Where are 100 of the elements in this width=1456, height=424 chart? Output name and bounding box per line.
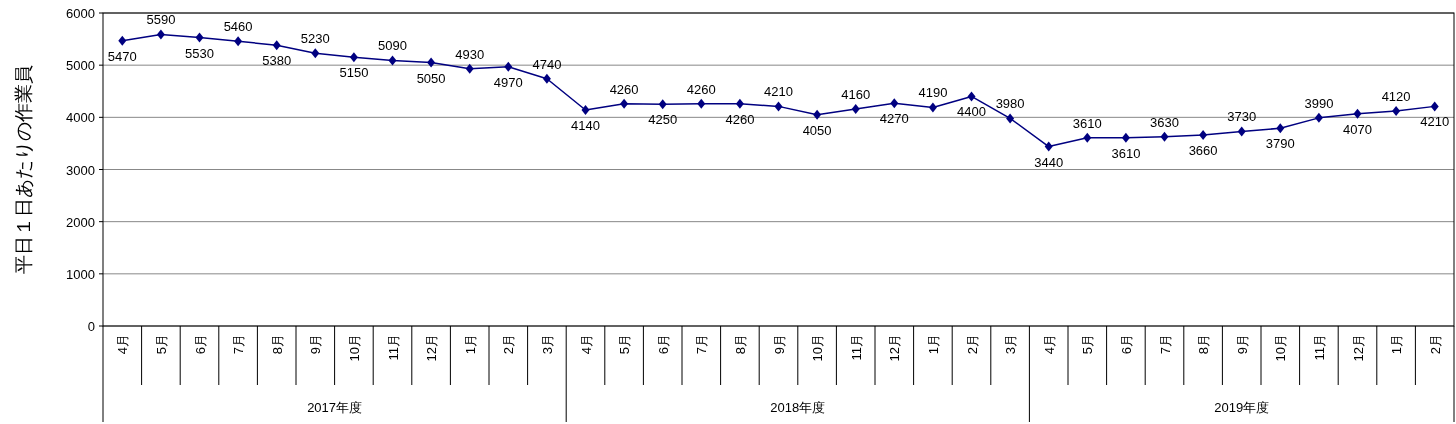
x-tick-label: 9月 [1234,334,1250,355]
y-tick-label: 5000 [66,58,95,74]
data-label: 4050 [802,122,832,138]
point [118,35,127,46]
x-tick-label: 4月 [115,334,131,355]
data-label: 5590 [146,12,176,28]
x-tick-label: 8月 [269,334,285,355]
y-tick-label: 4000 [66,110,95,126]
data-label: 5530 [185,45,214,61]
x-tick-label: 4月 [1041,334,1057,355]
x-tick-label: 10月 [346,334,362,362]
data-label: 3790 [1265,136,1295,152]
point [1199,130,1208,141]
data-label: 4210 [1420,114,1450,130]
y-tick-label: 3000 [66,162,95,178]
point [272,40,281,51]
x-tick-label: 7月 [1157,334,1173,355]
y-tick-label: 1000 [66,266,95,282]
x-tick-label: 5月 [153,334,169,355]
x-tick-label: 6月 [655,334,671,355]
x-tick-label: 4月 [578,334,594,355]
x-tick-label: 10月 [810,334,826,362]
x-tick-label: 9月 [771,334,787,355]
x-tick-label: 7月 [694,334,710,355]
point [465,63,474,74]
point [388,55,397,66]
x-tick-label: 1月 [925,334,941,355]
y-tick-label: 6000 [66,6,95,21]
y-axis-title: 平日１日あたりの作業員 [13,65,34,274]
data-label: 4260 [609,81,639,97]
x-tick-label: 1月 [1389,334,1405,355]
data-label: 5380 [262,53,292,69]
point [504,61,513,72]
x-tick-label: 11月 [385,334,401,361]
point [774,101,783,112]
data-label: 4970 [493,74,523,90]
x-tick-label: 6月 [1118,334,1134,355]
point [542,73,551,84]
data-label: 4260 [686,81,716,97]
data-label: 4190 [918,85,948,101]
point [890,98,899,109]
x-tick-label: 12月 [424,334,440,362]
x-tick-label: 9月 [308,334,324,355]
data-label: 4270 [879,111,909,127]
data-label: 4250 [648,112,678,128]
point [581,105,590,116]
point [697,98,706,109]
point [658,99,667,110]
x-tick-label: 5月 [617,334,633,355]
data-label: 3980 [995,96,1025,112]
data-label: 4260 [725,111,755,127]
text: 2018年度 [770,400,826,415]
data-label: 5050 [416,70,446,86]
point [735,98,744,109]
data-label: 5230 [300,31,330,47]
point [427,57,436,68]
x-tick-label: 1月 [462,334,478,355]
point [851,103,860,114]
data-label: 4070 [1343,121,1372,137]
data-label: 3730 [1227,109,1257,125]
x-tick-label: 10月 [1273,334,1289,362]
x-tick-label: 12月 [1350,334,1366,362]
point [1353,108,1362,119]
x-tick-label: 8月 [1196,334,1212,355]
data-label: 3990 [1304,95,1334,111]
x-tick-label: 2月 [964,334,980,355]
point [311,48,320,59]
data-label: 5150 [339,65,369,81]
y-tick-label: 0 [87,319,95,334]
point [156,29,165,40]
data-label: 3440 [1034,154,1064,170]
x-tick-label: 7月 [231,334,247,355]
x-tick-label: 3月 [1003,334,1019,355]
data-label: 3610 [1072,115,1102,131]
data-label: 5460 [223,19,253,35]
point [349,52,358,63]
x-tick-label: 8月 [732,334,748,355]
x-tick-label: 2月 [501,334,517,355]
point [967,91,976,102]
x-tick-label: 11月 [848,334,864,361]
data-label: 4160 [841,86,871,102]
point [813,109,822,120]
data-label: 3610 [1111,145,1141,161]
point [1006,113,1015,124]
x-tick-label: 5月 [1080,334,1096,355]
x-tick-label: 11月 [1311,334,1327,361]
data-label: 4210 [764,84,793,100]
point [1276,123,1285,134]
point [1430,101,1439,112]
x-tick-label: 12月 [887,334,903,362]
point [620,98,629,109]
data-label: 3660 [1188,143,1218,159]
point [234,36,243,47]
point [1237,126,1246,137]
point [1392,106,1401,117]
data-label: 5090 [378,38,407,54]
point [195,32,204,43]
data-label: 3630 [1150,114,1179,130]
x-tick-label: 6月 [192,334,208,355]
point [928,102,937,113]
